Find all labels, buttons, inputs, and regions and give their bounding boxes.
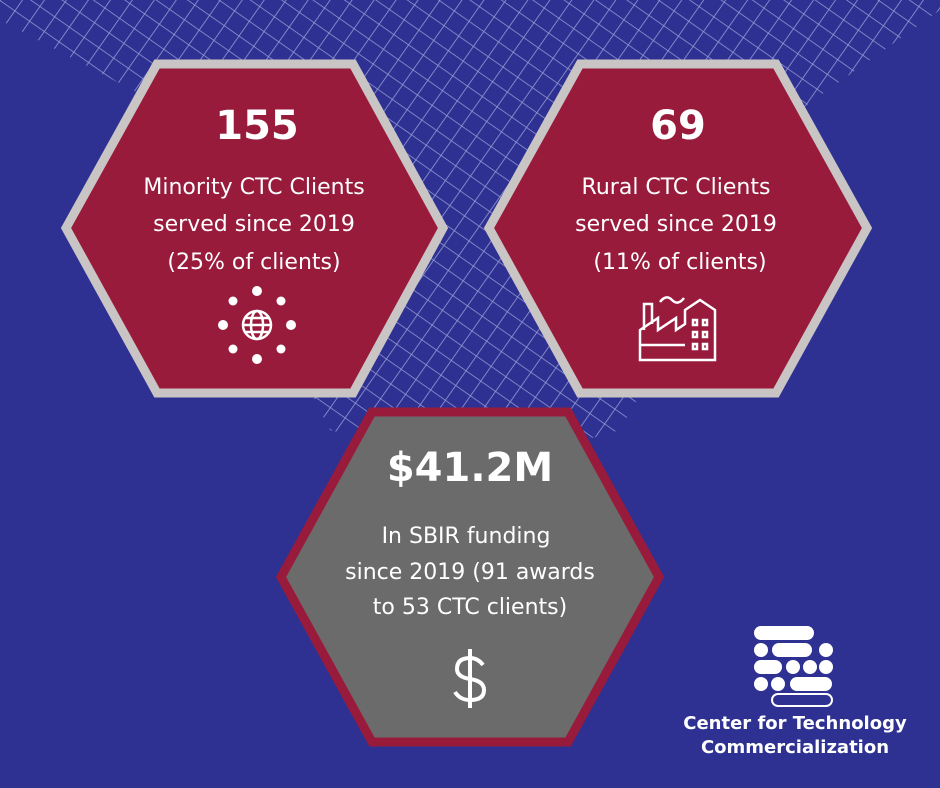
hexagon [60, 59, 449, 398]
stat-value: 155 [215, 103, 299, 149]
stat-line: Rural CTC Clients [582, 175, 771, 200]
stat-line: served since 2019 [153, 212, 355, 237]
stat-line: (11% of clients) [593, 250, 766, 275]
stat-line: (25% of clients) [167, 250, 340, 275]
stat-value: 69 [650, 103, 706, 149]
logo-mark [754, 626, 833, 707]
logo-text: Commercialization [701, 737, 889, 758]
stat-line: served since 2019 [575, 212, 777, 237]
stat-value: $41.2M [387, 445, 553, 491]
stat-line: to 53 CTC clients) [373, 595, 567, 620]
stat-line: In SBIR funding [382, 524, 551, 549]
stat-line: Minority CTC Clients [143, 175, 364, 200]
logo-text: Center for Technology [683, 713, 907, 734]
factory-icon [638, 296, 717, 362]
stat-line: since 2019 (91 awards [345, 560, 595, 585]
dollar-icon [453, 649, 487, 708]
hexagon [275, 407, 665, 747]
people-icon [218, 286, 296, 364]
hexagon [483, 59, 873, 398]
